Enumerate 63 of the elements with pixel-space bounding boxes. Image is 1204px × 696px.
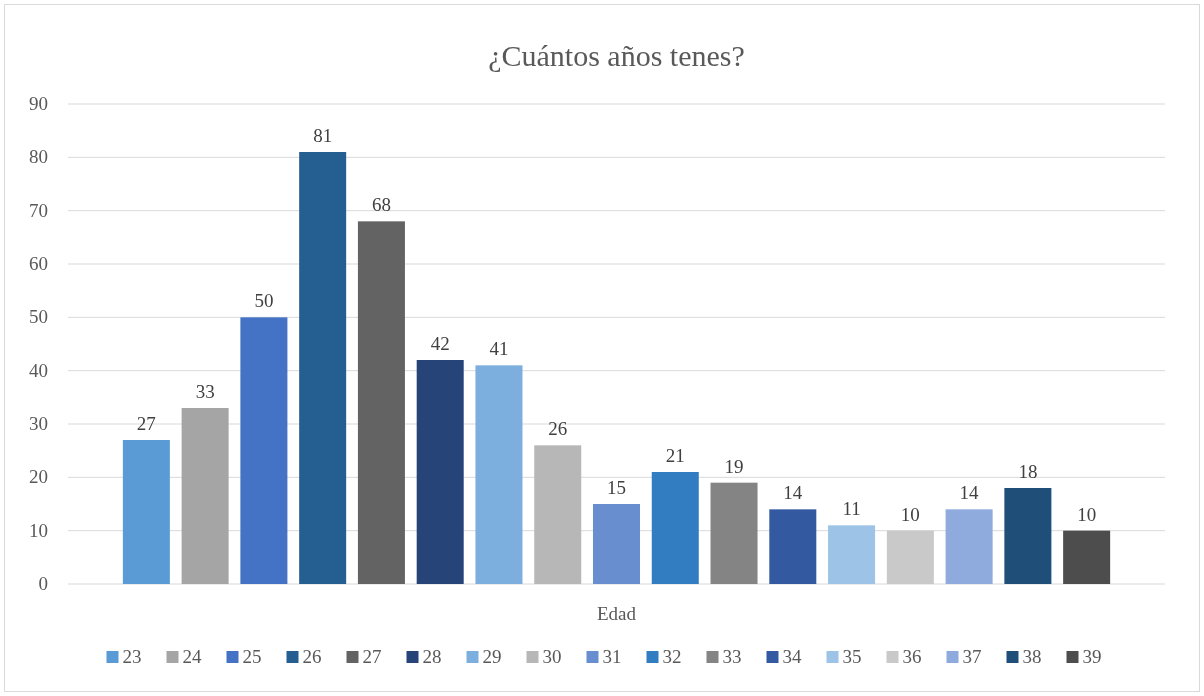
legend-label: 30 — [542, 646, 562, 667]
data-label: 42 — [430, 333, 450, 354]
bar — [651, 472, 699, 584]
data-label: 18 — [1018, 461, 1038, 482]
y-tick-label: 60 — [29, 253, 48, 274]
legend-label: 27 — [362, 646, 382, 667]
bar — [122, 440, 170, 584]
data-label: 27 — [136, 413, 156, 434]
bar — [357, 221, 405, 584]
data-label: 19 — [724, 455, 744, 477]
data-label: 50 — [254, 290, 274, 312]
data-label: 33 — [195, 381, 215, 402]
legend-label: 38 — [1022, 646, 1042, 667]
bar — [416, 360, 464, 584]
bar — [534, 445, 582, 584]
y-tick-label: 80 — [29, 146, 48, 168]
y-tick-label: 50 — [29, 306, 48, 328]
bar — [592, 504, 641, 584]
bar — [1004, 488, 1052, 584]
data-label: 26 — [548, 418, 568, 440]
legend-label: 31 — [602, 646, 622, 667]
data-label: 81 — [313, 125, 333, 146]
bar — [240, 317, 288, 584]
bar — [475, 365, 523, 584]
y-tick-label: 90 — [29, 93, 48, 114]
y-tick-label: 10 — [29, 519, 48, 541]
legend-label: 24 — [182, 646, 202, 667]
legend-label: 37 — [962, 646, 982, 667]
data-label: 11 — [842, 498, 861, 520]
y-tick-label: 40 — [29, 359, 48, 381]
data-label: 10 — [900, 503, 920, 525]
legend-label: 29 — [482, 646, 502, 667]
legend-label: 35 — [842, 646, 862, 667]
bar — [945, 509, 993, 584]
legend-label: 26 — [302, 646, 322, 667]
bar — [299, 152, 347, 584]
chart-title: ¿Cuántos años tenes? — [488, 39, 745, 72]
bar — [886, 530, 934, 584]
legend-label: 36 — [902, 646, 922, 667]
y-tick-label: 70 — [29, 199, 48, 221]
bar — [181, 408, 229, 584]
bar — [710, 482, 758, 584]
x-tick-label: Edad — [596, 603, 637, 624]
data-label: 41 — [489, 338, 509, 360]
legend-label: 33 — [722, 646, 742, 667]
data-label: 14 — [783, 482, 803, 504]
legend-label: 32 — [662, 646, 682, 667]
legend-label: 25 — [242, 646, 262, 667]
legend-label: 39 — [1082, 646, 1102, 667]
y-tick-label: 30 — [29, 413, 48, 434]
bar — [828, 525, 876, 584]
data-label: 14 — [959, 482, 980, 504]
data-label: 15 — [607, 477, 626, 498]
data-label: 21 — [665, 445, 685, 466]
legend-label: 28 — [422, 646, 442, 667]
data-label: 10 — [1077, 503, 1097, 525]
bar — [769, 509, 817, 584]
legend-label: 23 — [122, 646, 142, 667]
legend-label: 34 — [782, 646, 802, 667]
bar — [1063, 530, 1111, 584]
data-label: 68 — [371, 194, 391, 216]
y-tick-label: 0 — [38, 573, 48, 594]
y-tick-label: 20 — [29, 466, 48, 488]
